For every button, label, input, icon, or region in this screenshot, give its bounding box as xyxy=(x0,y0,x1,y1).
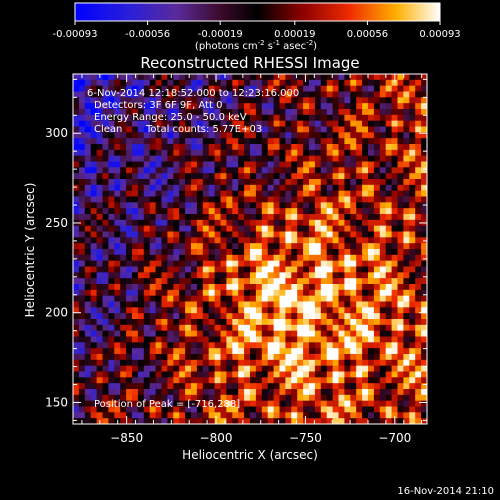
y-tick-label: 150 xyxy=(45,395,68,409)
chart-title: Reconstructed RHESSI Image xyxy=(140,54,359,72)
colorbar-tick-label: -0.00056 xyxy=(125,29,170,40)
heatmap-image xyxy=(73,74,427,424)
x-axis-label: Heliocentric X (arcsec) xyxy=(182,448,318,462)
colorbar xyxy=(74,2,441,22)
plot-frame xyxy=(72,73,428,425)
colorbar-label: (photons cm-2 s-1 asec-2) xyxy=(195,39,317,52)
x-tick-label: −700 xyxy=(378,431,411,445)
colorbar-tick-label: -0.00019 xyxy=(198,29,243,40)
y-tick-label: 250 xyxy=(45,216,68,230)
colorbar-tick-label: 0.00093 xyxy=(419,29,460,40)
annotation-peak: Position of Peak = [-716,288] xyxy=(94,399,240,410)
y-tick-label: 200 xyxy=(45,306,68,320)
colorbar-tick-label: -0.00093 xyxy=(53,29,98,40)
x-tick-label: −750 xyxy=(289,431,322,445)
annotation-time: 6-Nov-2014 12:18:52.000 to 12:23:16.000 xyxy=(87,88,299,99)
annotation-method: Clean xyxy=(94,124,122,135)
axis-ticks: −850 −800 −750 −700 150 200 250 300 xyxy=(45,74,427,445)
annotation-detectors: Detectors: 3F 6F 9F, Att 0 xyxy=(94,100,222,111)
annotation-counts: Total counts: 5.77E+03 xyxy=(145,124,262,135)
colorbar-tick-label: 0.00056 xyxy=(347,29,388,40)
annotation-energy: Energy Range: 25.0 - 50.0 keV xyxy=(94,112,247,123)
timestamp: 16-Nov-2014 21:10 xyxy=(397,486,494,497)
y-axis-label: Heliocentric Y (arcsec) xyxy=(23,183,37,318)
colorbar-ticks: -0.00093 -0.00056 -0.00019 0.00019 0.00056 0.… xyxy=(53,21,461,40)
x-tick-label: −850 xyxy=(110,431,143,445)
y-tick-label: 300 xyxy=(45,126,68,140)
colorbar-tick-label: 0.00019 xyxy=(274,29,315,40)
x-tick-label: −800 xyxy=(200,431,233,445)
